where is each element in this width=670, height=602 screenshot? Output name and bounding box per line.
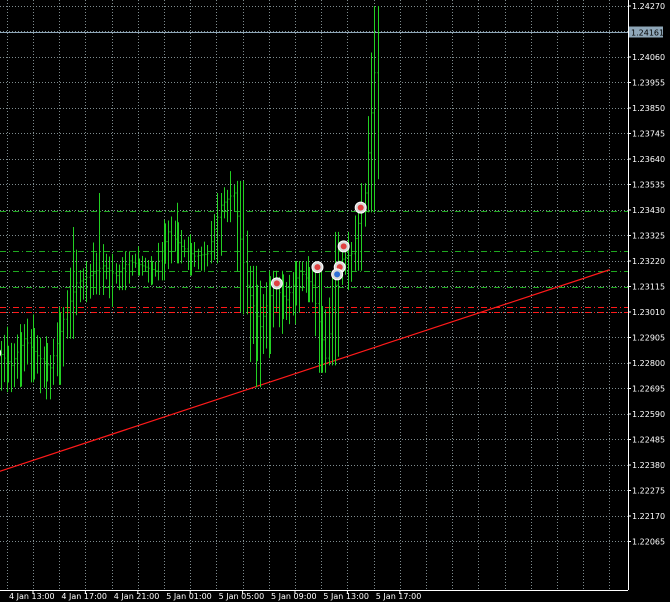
buy-signal-dot [334, 271, 341, 278]
current-price-tag [629, 26, 663, 38]
y-tick-label: 1.22380 [632, 461, 665, 470]
x-tick-label: 4 Jan 21:00 [114, 592, 160, 601]
y-tick-label: 1.22905 [632, 334, 665, 343]
y-tick-label: 1.22485 [632, 436, 665, 445]
y-tick-label: 1.23430 [632, 206, 665, 215]
x-tick-label: 5 Jan 01:00 [166, 592, 212, 601]
x-tick-label: 5 Jan 05:00 [219, 592, 265, 601]
current-price-label: 1.24161 [631, 29, 664, 38]
y-tick-label: 1.23220 [632, 257, 665, 266]
sell-signal-marker[interactable] [0, 348, 2, 359]
x-tick-label: 5 Jan 17:00 [376, 592, 422, 601]
y-tick-label: 1.23955 [632, 79, 665, 88]
x-tick-label: 4 Jan 13:00 [9, 592, 55, 601]
y-tick-label: 1.22590 [632, 410, 665, 419]
y-tick-label: 1.24060 [632, 53, 665, 62]
sell-signal-dot [357, 204, 364, 211]
trendline[interactable] [0, 269, 610, 474]
sell-signal-dot [340, 243, 347, 250]
sell-signal-dot [314, 264, 321, 271]
y-tick-label: 1.23325 [632, 232, 665, 241]
y-tick-label: 1.23010 [632, 308, 665, 317]
x-tick-label: 4 Jan 17:00 [61, 592, 107, 601]
y-tick-label: 1.24270 [632, 2, 665, 11]
y-tick-label: 1.23640 [632, 155, 665, 164]
y-tick-label: 1.22065 [632, 538, 665, 547]
y-tick-label: 1.23115 [632, 283, 665, 292]
y-tick-label: 1.22695 [632, 385, 665, 394]
x-tick-label: 5 Jan 09:00 [271, 592, 317, 601]
y-tick-label: 1.23850 [632, 104, 665, 113]
y-tick-label: 1.22800 [632, 359, 665, 368]
y-tick-label: 1.22275 [632, 487, 665, 496]
y-tick-label: 1.22170 [632, 512, 665, 521]
sell-signal-dot [273, 280, 280, 287]
y-tick-label: 1.23745 [632, 130, 665, 139]
y-tick-label: 1.23535 [632, 181, 665, 190]
x-tick-label: 5 Jan 13:00 [323, 592, 369, 601]
